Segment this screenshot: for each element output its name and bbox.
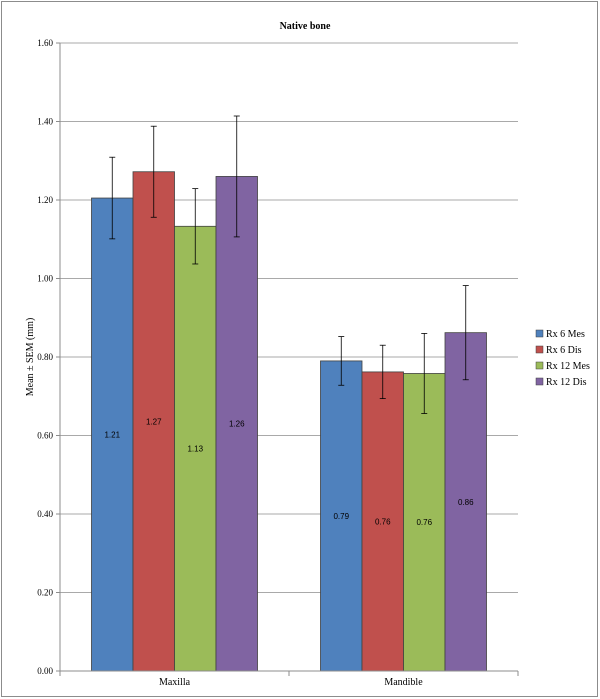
legend-swatch: [535, 361, 544, 370]
bar: [91, 197, 134, 672]
x-category-label: Mandible: [384, 677, 423, 688]
legend-label: Rx 6 Dis: [546, 345, 582, 356]
bar: [215, 176, 258, 672]
y-tick-label: 1.20: [37, 195, 53, 205]
legend-label: Rx 12 Dis: [546, 377, 587, 388]
legend-label: Rx 12 Mes: [546, 361, 590, 372]
bar: [320, 360, 363, 672]
error-bars: [109, 115, 469, 414]
legend-label: Rx 6 Mes: [546, 329, 585, 340]
data-label: 0.76: [416, 518, 432, 527]
bar: [403, 373, 446, 672]
data-label: 1.13: [187, 445, 203, 454]
data-label: 1.26: [229, 420, 245, 429]
y-tick-label: 0.80: [37, 352, 53, 362]
bar: [132, 171, 175, 672]
y-tick-label: 1.60: [37, 38, 53, 48]
y-tick-label: 0.20: [37, 588, 53, 598]
legend-swatch: [535, 329, 544, 338]
data-label: 1.27: [146, 417, 162, 426]
y-tick-label: 1.40: [37, 117, 53, 127]
legend-swatch: [535, 377, 544, 386]
data-label: 0.76: [375, 517, 391, 526]
data-label: 0.86: [458, 498, 474, 507]
bar: [444, 332, 487, 672]
legend: Rx 6 Mes Rx 6 Dis Rx 12 Mes Rx 12 Dis: [535, 329, 590, 388]
bars: [91, 171, 487, 672]
y-tick-label: 0.00: [37, 666, 53, 676]
y-tick-label: 1.00: [37, 274, 53, 284]
y-axis-label: Mean ± SEM (mm): [25, 318, 36, 397]
data-label: 1.21: [104, 431, 120, 440]
y-tick-label: 0.60: [37, 431, 53, 441]
x-category-label: Maxilla: [159, 677, 191, 688]
data-labels: 1.21 1.27 1.13 1.26 0.79 0.76 0.76 0.86: [104, 417, 474, 527]
axes: [59, 43, 519, 676]
y-tick-label: 0.40: [37, 509, 53, 519]
chart-title: Native bone: [280, 21, 331, 32]
x-axis-labels: Maxilla Mandible: [159, 677, 423, 688]
y-axis-ticks: 0.00 0.20 0.40 0.60 0.80 1.00 1.20 1.40 1.60: [37, 38, 60, 676]
data-label: 0.79: [333, 512, 349, 521]
legend-swatch: [535, 345, 544, 354]
